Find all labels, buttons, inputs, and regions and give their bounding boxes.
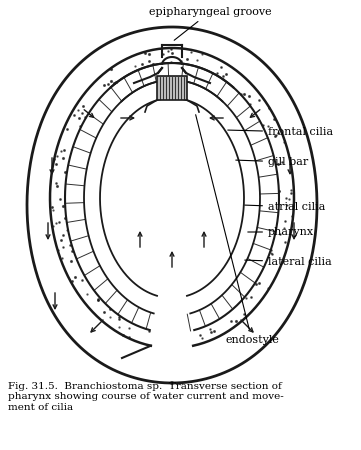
Text: lateral cilia: lateral cilia	[245, 257, 332, 267]
Text: endostyle: endostyle	[196, 115, 279, 345]
FancyBboxPatch shape	[157, 76, 187, 100]
Text: atrial cilia: atrial cilia	[245, 202, 325, 212]
Polygon shape	[27, 27, 317, 383]
Text: epipharyngeal groove: epipharyngeal groove	[149, 7, 271, 40]
Text: frontal cilia: frontal cilia	[228, 127, 333, 137]
Text: Fig. 31.5.  Branchiostoma sp.  Transverse section of
pharynx showing course of w: Fig. 31.5. Branchiostoma sp. Transverse …	[8, 382, 284, 412]
Text: pharynx: pharynx	[248, 227, 314, 237]
Text: gill bar: gill bar	[236, 157, 308, 167]
